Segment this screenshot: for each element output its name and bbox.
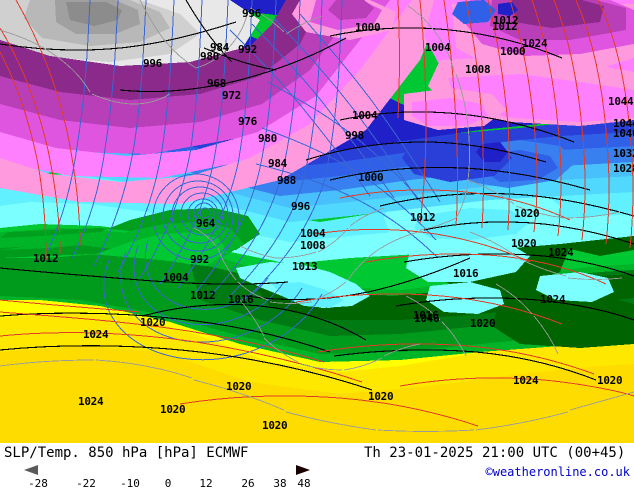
- isobar-label: 1012: [190, 289, 216, 302]
- colorbar-tick: 48: [297, 477, 311, 490]
- isobar-label: 996: [242, 7, 261, 20]
- isobar-label: 1000: [358, 171, 384, 184]
- isobar-label: 1016: [413, 309, 439, 322]
- valid-time-label: Th 23-01-2025 21:00 UTC (00+45): [364, 445, 626, 461]
- isobar-label: 1024: [540, 293, 566, 306]
- isobar-label: 1044: [613, 117, 634, 130]
- isobar-label: 1008: [465, 63, 491, 76]
- isobar-label: 996: [143, 57, 162, 70]
- colorbar-tick: 26: [241, 477, 255, 490]
- isobar-label: 992: [190, 253, 209, 266]
- isobar-label: 1024: [83, 328, 109, 341]
- colorbar-tick: 38: [273, 477, 287, 490]
- map-footer: SLP/Temp. 850 hPa [hPa] ECMWF Th 23-01-2…: [0, 443, 634, 490]
- colorbar-tick: 12: [199, 477, 213, 490]
- isobar-label: 976: [238, 115, 257, 128]
- isobar-label: 1024: [513, 374, 539, 387]
- isobar-label: 1000: [500, 45, 526, 58]
- isobar-label: 1024: [78, 395, 104, 408]
- isobar-label: 1000: [355, 21, 381, 34]
- isobar-label: 1028: [613, 162, 634, 175]
- colorbar-high-arrow-icon: [296, 465, 310, 475]
- isobar-label: 1046: [414, 312, 440, 325]
- isobar-label: 996: [291, 200, 310, 213]
- isobar-label: 1020: [368, 390, 394, 403]
- isobar-label: 1024: [522, 37, 548, 50]
- isobar-label: 1024: [548, 246, 574, 259]
- isobar-label: 980: [258, 132, 277, 145]
- isobar-label: 1040: [613, 127, 634, 140]
- isobar-label: 1004: [352, 109, 378, 122]
- isobar-label: 988: [277, 174, 296, 187]
- weather-map[interactable]: 996 968 972 976 980 984 988 996 1004 1008 1013 1016…: [0, 0, 634, 443]
- colorbar-tick: 0: [164, 477, 172, 490]
- isobar-label: 1044: [608, 95, 634, 108]
- isobar-label: 1032: [613, 147, 634, 160]
- map-title: SLP/Temp. 850 hPa [hPa] ECMWF: [4, 445, 249, 461]
- map-canvas: [0, 0, 634, 443]
- isobar-label: 1016: [453, 267, 479, 280]
- isobar-label: 1020: [140, 316, 166, 329]
- isobar-label: 1016: [228, 293, 254, 306]
- isobar-label: 984: [268, 157, 287, 170]
- isobar-label: 1020: [470, 317, 496, 330]
- isobar-label: 1004: [425, 41, 451, 54]
- colorbar-tick: -28: [28, 477, 48, 490]
- isobar-label: 1012: [33, 252, 59, 265]
- colorbar-tick: -10: [120, 477, 140, 490]
- colorbar-low-arrow-icon: [24, 465, 38, 475]
- isobar-label: 1020: [511, 237, 537, 250]
- isobar-label: 1020: [226, 380, 252, 393]
- isobar-label: 964: [196, 217, 215, 230]
- isobar-label: 968: [207, 77, 226, 90]
- isobar-label: 1020: [160, 403, 186, 416]
- isobar-label: 1020: [597, 374, 623, 387]
- isobar-label: 972: [222, 89, 241, 102]
- temperature-colorbar: -28 -22 -10 0 12 26 38 48: [8, 465, 318, 490]
- isobar-label: 980: [200, 50, 219, 63]
- isobar-label: 1013: [292, 260, 318, 273]
- isobar-label: 992: [238, 43, 257, 56]
- isobar-label: 1012: [410, 211, 436, 224]
- isobar-label: 1012: [493, 14, 519, 27]
- isobar-label: 998: [345, 129, 364, 142]
- isobar-label: 984: [210, 41, 229, 54]
- isobar-label: 1020: [514, 207, 540, 220]
- isobar-label: 1012: [492, 20, 518, 33]
- copyright-label: ©weatheronline.co.uk: [485, 465, 631, 479]
- isobar-label: 1004: [300, 227, 326, 240]
- isobar-label: 1020: [262, 419, 288, 432]
- isobar-label: 1008: [300, 239, 326, 252]
- isobar-label: 1004: [163, 271, 189, 284]
- colorbar-tick: -22: [76, 477, 96, 490]
